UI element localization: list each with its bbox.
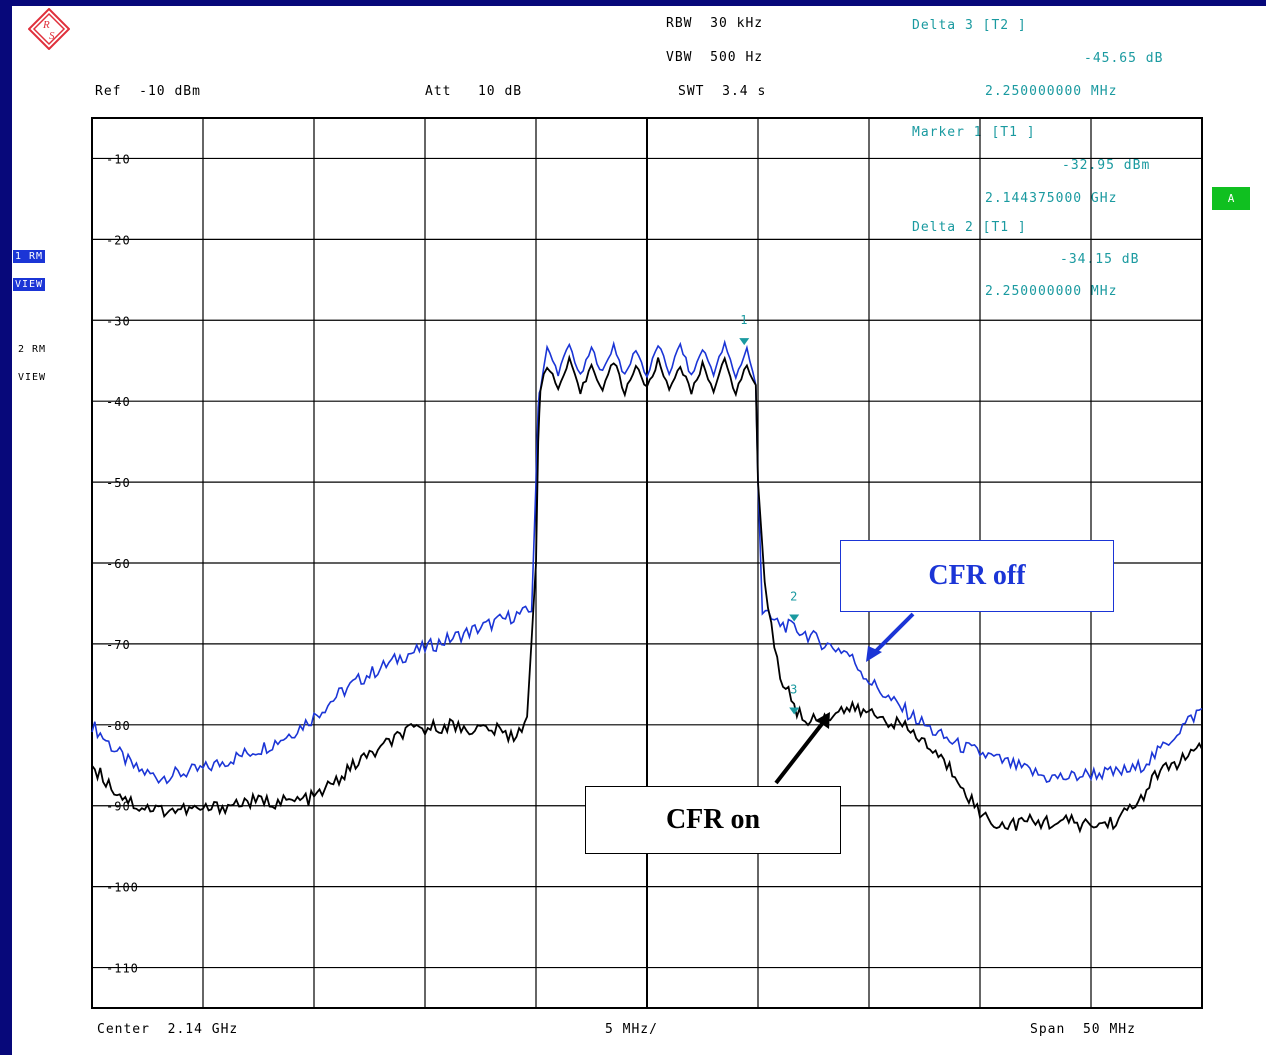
y-tick-label: -110 [106,962,139,976]
cfr-off-arrow [870,612,915,657]
svg-text:R: R [42,19,50,31]
trace-cfr-on [91,354,1203,834]
y-tick-label: -30 [106,314,131,328]
delta3-value: -45.65 dB [1084,51,1164,66]
vbw-label: VBW 500 Hz [666,50,764,65]
trace2-mode-label: 2 RM [18,344,47,355]
center-frequency-label: Center 2.14 GHz [97,1022,239,1037]
trace-cfr-off [91,339,1203,785]
delta2-frequency: 2.250000000 MHz [985,284,1118,299]
y-tick-label: -80 [106,719,131,733]
sweep-time-label: SWT 3.4 s [678,84,767,99]
svg-text:S: S [49,30,55,42]
cfr-off-arrow-head [866,646,882,662]
marker-1-label: 1 [740,313,747,327]
marker1-value: -32.95 dBm [1062,158,1151,173]
span-label: Span 50 MHz [1030,1022,1136,1037]
reference-level-label: Ref -10 dBm [95,84,201,99]
marker-2-label: 2 [790,589,797,603]
status-badge: A [1212,187,1250,210]
rbw-label: RBW 30 kHz [666,16,764,31]
y-tick-label: -70 [106,638,131,652]
division-label: 5 MHz/ [605,1022,658,1037]
rohde-schwarz-logo: R S [28,8,70,50]
delta2-title: Delta 2 [T1 ] [912,220,1027,235]
marker-1-symbol [739,338,750,346]
y-tick-label: -10 [106,152,131,166]
delta3-frequency: 2.250000000 MHz [985,84,1118,99]
y-tick-label: -100 [106,881,139,895]
trace1-view-label: VIEW [13,278,46,291]
y-tick-label: -20 [106,233,131,247]
trace1-mode-label: 1 RM [13,250,46,263]
cfr-on-arrow-head [816,712,830,729]
marker-3-label: 3 [790,682,797,696]
trace2-view-label: VIEW [18,372,47,383]
y-tick-label: -50 [106,476,131,490]
traces [91,339,1203,834]
delta2-value: -34.15 dB [1060,252,1140,267]
delta3-title: Delta 3 [T2 ] [912,18,1027,33]
cfr-off-callout: CFR off [840,540,1114,612]
markers: 1 2 3 [739,313,800,715]
marker-3-symbol [789,707,800,715]
y-tick-label: -60 [106,557,131,571]
y-tick-label: -40 [106,395,131,409]
cfr-on-arrow [774,718,827,785]
y-tick-label: -90 [106,800,131,814]
attenuation-label: Att 10 dB [425,84,523,99]
marker1-title: Marker 1 [T1 ] [912,125,1036,140]
marker1-frequency: 2.144375000 GHz [985,191,1118,206]
cfr-on-callout: CFR on [585,786,841,854]
marker-2-symbol [789,614,800,622]
y-axis-ticks: -10 -20 -30 -40 -50 -60 -70 -80 -90 -100 -110 [106,152,139,976]
